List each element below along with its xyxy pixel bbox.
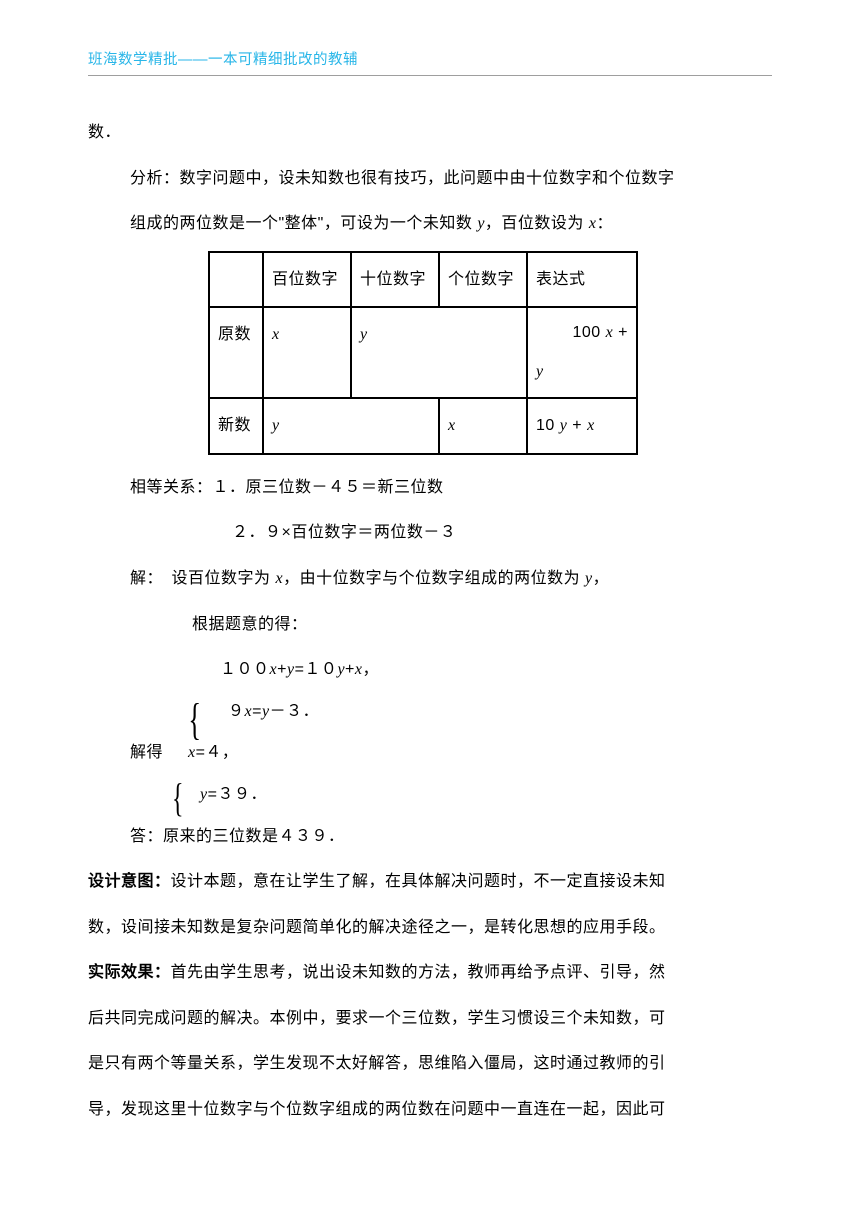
text-line: 数． (88, 112, 772, 154)
effect-label: 实际效果： (88, 964, 171, 981)
design-para-2: 数，设间接未知数是复杂问题简单化的解决途径之一，是转化思想的应用手段。 (88, 907, 772, 949)
th: 表达式 (527, 252, 637, 308)
effect-para-3: 是只有两个等量关系，学生发现不太好解答，思维陷入僵局，这时通过教师的引 (88, 1043, 772, 1085)
page-header: 班海数学精批——一本可精细批改的教辅 (88, 48, 772, 76)
equation-1: １００x+y=１０y+x， (196, 661, 379, 678)
cell: x (439, 398, 527, 454)
cell: 100 x + y (527, 307, 637, 398)
effect-para-4: 导，发现这里十位数字与个位数字组成的两位数在问题中一直连在一起，因此可 (88, 1089, 772, 1131)
relation-1: 相等关系：１．原三位数－４５＝新三位数 (88, 467, 772, 509)
var: y (536, 353, 544, 391)
var: y (262, 703, 270, 720)
cell: 新数 (209, 398, 263, 454)
design-label: 设计意图： (88, 873, 171, 890)
digit-table: 百位数字 十位数字 个位数字 表达式 原数 x y 100 x + y 新数 y… (208, 251, 638, 455)
var: y (287, 661, 295, 678)
text: 解： 设百位数字为 (130, 570, 275, 587)
th (209, 252, 263, 308)
text: 首先由学生思考，说出设未知数的方法，教师再给予点评、引导，然 (171, 964, 666, 981)
text: 设计本题，意在让学生了解，在具体解决问题时，不一定直接设未知 (171, 873, 666, 890)
text: １００ (220, 661, 270, 678)
text: ９ (228, 703, 245, 720)
text: 解得 (130, 744, 163, 761)
table-header-row: 百位数字 十位数字 个位数字 表达式 (209, 252, 637, 308)
equation-system: { １００x+y=１０y+x， (88, 649, 772, 691)
effect-para-1: 实际效果：首先由学生思考，说出设未知数的方法，教师再给予点评、引导，然 (88, 952, 772, 994)
text: ： (596, 215, 613, 232)
var: x (270, 661, 278, 678)
text: 10 (536, 417, 560, 434)
cell: x (263, 307, 351, 398)
text: ， (593, 570, 610, 587)
answer-line: 答：原来的三位数是４３９． (88, 816, 772, 858)
text: 100 (572, 324, 605, 341)
solve-line-2: 根据题意的得： (88, 604, 772, 646)
table-row: 新数 y x 10 y + x (209, 398, 637, 454)
var: y (272, 417, 280, 434)
brace-icon: { (172, 746, 184, 850)
var: x (448, 417, 456, 434)
relation-2: ２．９×百位数字＝两位数－３ (88, 512, 772, 554)
var: x (272, 326, 280, 343)
cell: 10 y + x (527, 398, 637, 454)
cell: y (263, 398, 439, 454)
th: 个位数字 (439, 252, 527, 308)
text: =１０ (295, 661, 338, 678)
th: 十位数字 (351, 252, 439, 308)
var: x (275, 570, 283, 587)
text: = (252, 703, 262, 720)
var: x (245, 703, 253, 720)
var: y (337, 661, 345, 678)
cell: 原数 (209, 307, 263, 398)
text: + (613, 324, 628, 341)
text: ， (363, 661, 380, 678)
var: x (355, 661, 363, 678)
var: y (585, 570, 593, 587)
text: + (567, 417, 587, 434)
result-2: y=３９． (88, 774, 772, 816)
text: =４， (196, 744, 239, 761)
document-body: 数． 分析：数字问题中，设未知数也很有技巧，此问题中由十位数字和个位数字 组成的… (88, 112, 772, 1131)
text: =３９． (208, 786, 267, 803)
text: －３． (270, 703, 320, 720)
design-para-1: 设计意图：设计本题，意在让学生了解，在具体解决问题时，不一定直接设未知 (88, 861, 772, 903)
var: y (360, 326, 368, 343)
text: + (345, 661, 355, 678)
var: x (188, 744, 196, 761)
var: x (587, 417, 595, 434)
table-row: 原数 x y 100 x + y (209, 307, 637, 398)
th: 百位数字 (263, 252, 351, 308)
result-block: 解得 { x=４， (88, 732, 772, 774)
text: + (277, 661, 287, 678)
text: 组成的两位数是一个"整体"，可设为一个未知数 (130, 215, 477, 232)
analysis-line-2: 组成的两位数是一个"整体"，可设为一个未知数 y，百位数设为 x： (88, 203, 772, 245)
var-y: y (477, 215, 485, 232)
text: ，百位数设为 (485, 215, 589, 232)
var: y (200, 786, 208, 803)
effect-para-2: 后共同完成问题的解决。本例中，要求一个三位数，学生习惯设三个未知数，可 (88, 998, 772, 1040)
text: ，由十位数字与个位数字组成的两位数为 (283, 570, 585, 587)
analysis-line-1: 分析：数字问题中，设未知数也很有技巧，此问题中由十位数字和个位数字 (88, 158, 772, 200)
solve-line-1: 解： 设百位数字为 x，由十位数字与个位数字组成的两位数为 y， (88, 558, 772, 600)
cell: y (351, 307, 527, 398)
